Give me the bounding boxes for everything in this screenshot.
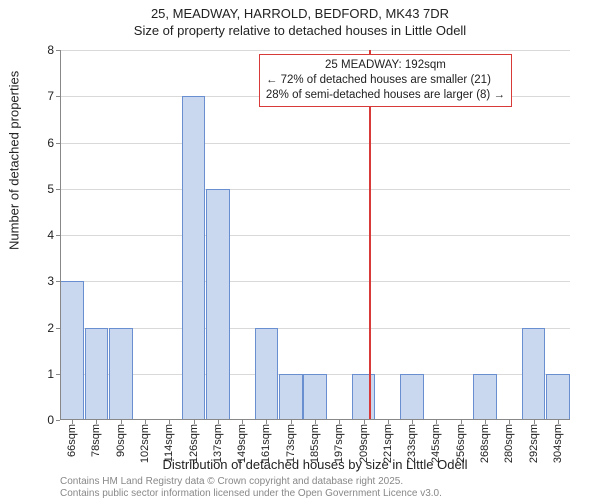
annotation-line-1: 25 MEADWAY: 192sqm xyxy=(266,58,505,73)
y-axis xyxy=(60,50,61,420)
title-block: 25, MEADWAY, HARROLD, BEDFORD, MK43 7DR … xyxy=(0,6,600,40)
footer-line-1: Contains HM Land Registry data © Crown c… xyxy=(60,476,442,488)
xtick-label: 90sqm xyxy=(115,424,127,457)
gridline xyxy=(60,235,570,236)
title-line-1: 25, MEADWAY, HARROLD, BEDFORD, MK43 7DR xyxy=(0,6,600,23)
ytick-label: 7 xyxy=(47,89,54,103)
histogram-bar xyxy=(60,281,84,420)
gridline xyxy=(60,328,570,329)
histogram-bar xyxy=(279,374,303,420)
plot-area: 01234567866sqm78sqm90sqm102sqm114sqm126s… xyxy=(60,50,570,420)
ytick-label: 2 xyxy=(47,321,54,335)
ytick-label: 0 xyxy=(47,413,54,427)
xtick-label: 78sqm xyxy=(90,424,102,457)
histogram-bar xyxy=(352,374,376,420)
ytick-label: 5 xyxy=(47,182,54,196)
gridline xyxy=(60,143,570,144)
histogram-bar xyxy=(206,189,230,420)
ytick-label: 8 xyxy=(47,43,54,57)
ytick-mark xyxy=(56,420,60,421)
x-axis xyxy=(60,419,570,420)
title-line-2: Size of property relative to detached ho… xyxy=(0,23,600,40)
gridline xyxy=(60,50,570,51)
ytick-label: 6 xyxy=(47,136,54,150)
xtick-label: 66sqm xyxy=(66,424,78,457)
ytick-label: 4 xyxy=(47,228,54,242)
y-axis-label: Number of detached properties xyxy=(7,71,22,250)
histogram-bar xyxy=(473,374,497,420)
ytick-label: 3 xyxy=(47,274,54,288)
chart-container: 25, MEADWAY, HARROLD, BEDFORD, MK43 7DR … xyxy=(0,0,600,500)
footer-line-2: Contains public sector information licen… xyxy=(60,488,442,500)
histogram-bar xyxy=(255,328,279,421)
histogram-bar xyxy=(303,374,327,420)
annotation-line-2: ← 72% of detached houses are smaller (21… xyxy=(266,73,505,88)
x-axis-label: Distribution of detached houses by size … xyxy=(60,457,570,472)
histogram-bar xyxy=(85,328,109,421)
histogram-bar xyxy=(109,328,133,421)
gridline xyxy=(60,281,570,282)
gridline xyxy=(60,189,570,190)
histogram-bar xyxy=(522,328,546,421)
footer-attribution: Contains HM Land Registry data © Crown c… xyxy=(60,476,442,500)
ytick-label: 1 xyxy=(47,367,54,381)
histogram-bar xyxy=(182,96,206,420)
annotation-line-3: 28% of semi-detached houses are larger (… xyxy=(266,88,505,103)
histogram-bar xyxy=(400,374,424,420)
histogram-bar xyxy=(546,374,570,420)
annotation-box: 25 MEADWAY: 192sqm← 72% of detached hous… xyxy=(259,54,512,107)
